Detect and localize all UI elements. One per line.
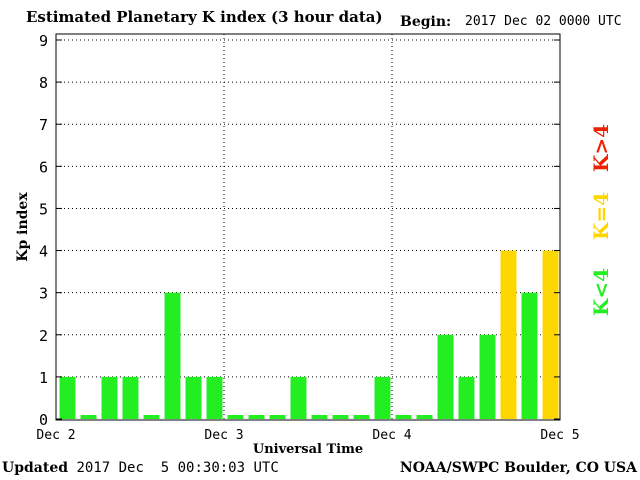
y-tick-label: 2 [39, 327, 48, 345]
kp-bar [227, 415, 244, 419]
kp-bar [311, 415, 328, 419]
kp-bar [458, 376, 475, 419]
updated-timestamp: Updated 2017 Dec 5 00:30:03 UTC [2, 460, 279, 476]
kp-bar [164, 292, 181, 419]
kp-bar [521, 292, 538, 419]
y-tick-label: 3 [39, 285, 48, 303]
kp-bar [80, 415, 97, 419]
y-tick-label: 7 [39, 116, 48, 134]
axes: 0 1 2 3 4 5 6 7 8 9 Dec 2 Dec 3 Dec 4 Dec 5 [36, 32, 579, 443]
legend: K<4 K=4 K>4 [589, 124, 613, 316]
begin-label: Begin: [400, 14, 452, 30]
kp-bar [59, 376, 76, 419]
kp-bar [479, 334, 496, 419]
y-tick-label: 5 [39, 200, 48, 218]
updated-label: Updated [2, 460, 69, 476]
y-tick-label: 4 [39, 243, 48, 261]
kp-bar [269, 415, 286, 419]
y-axis-label: Kp index [15, 192, 31, 262]
legend-entry: K>4 [589, 124, 613, 172]
kp-bar [185, 376, 202, 419]
legend-entry: K<4 [589, 268, 613, 316]
kp-bar [353, 415, 370, 419]
kp-bar [143, 415, 160, 419]
credit: NOAA/SWPC Boulder, CO USA [399, 460, 637, 476]
updated-value: 2017 Dec 5 00:30:03 UTC [76, 460, 279, 476]
bars [59, 250, 559, 419]
x-tick-label: Dec 5 [540, 428, 579, 443]
kp-bar [416, 415, 433, 419]
kp-bar [395, 415, 412, 419]
y-tick-label: 0 [39, 411, 48, 429]
kp-bar [374, 376, 391, 419]
plot-frame [55, 33, 561, 421]
kp-bar [122, 376, 139, 419]
legend-entry: K=4 [589, 192, 613, 240]
kp-bar [500, 250, 517, 419]
x-axis-label: Universal Time [253, 442, 363, 457]
kp-bar [290, 376, 307, 419]
kp-bar [437, 334, 454, 419]
grid-lines [56, 34, 560, 420]
begin-value: 2017 Dec 02 0000 UTC [465, 14, 622, 29]
kp-bar [248, 415, 265, 419]
kp-bar [101, 376, 118, 419]
y-tick-label: 6 [39, 158, 48, 176]
chart-title: Estimated Planetary K index (3 hour data… [26, 8, 383, 26]
y-tick-label: 1 [39, 369, 48, 387]
x-tick-label: Dec 3 [204, 428, 243, 443]
kp-bar [206, 376, 223, 419]
x-tick-label: Dec 2 [36, 428, 75, 443]
y-tick-label: 9 [39, 32, 48, 50]
kp-bar [332, 415, 349, 419]
x-tick-label: Dec 4 [372, 428, 411, 443]
y-tick-label: 8 [39, 74, 48, 92]
